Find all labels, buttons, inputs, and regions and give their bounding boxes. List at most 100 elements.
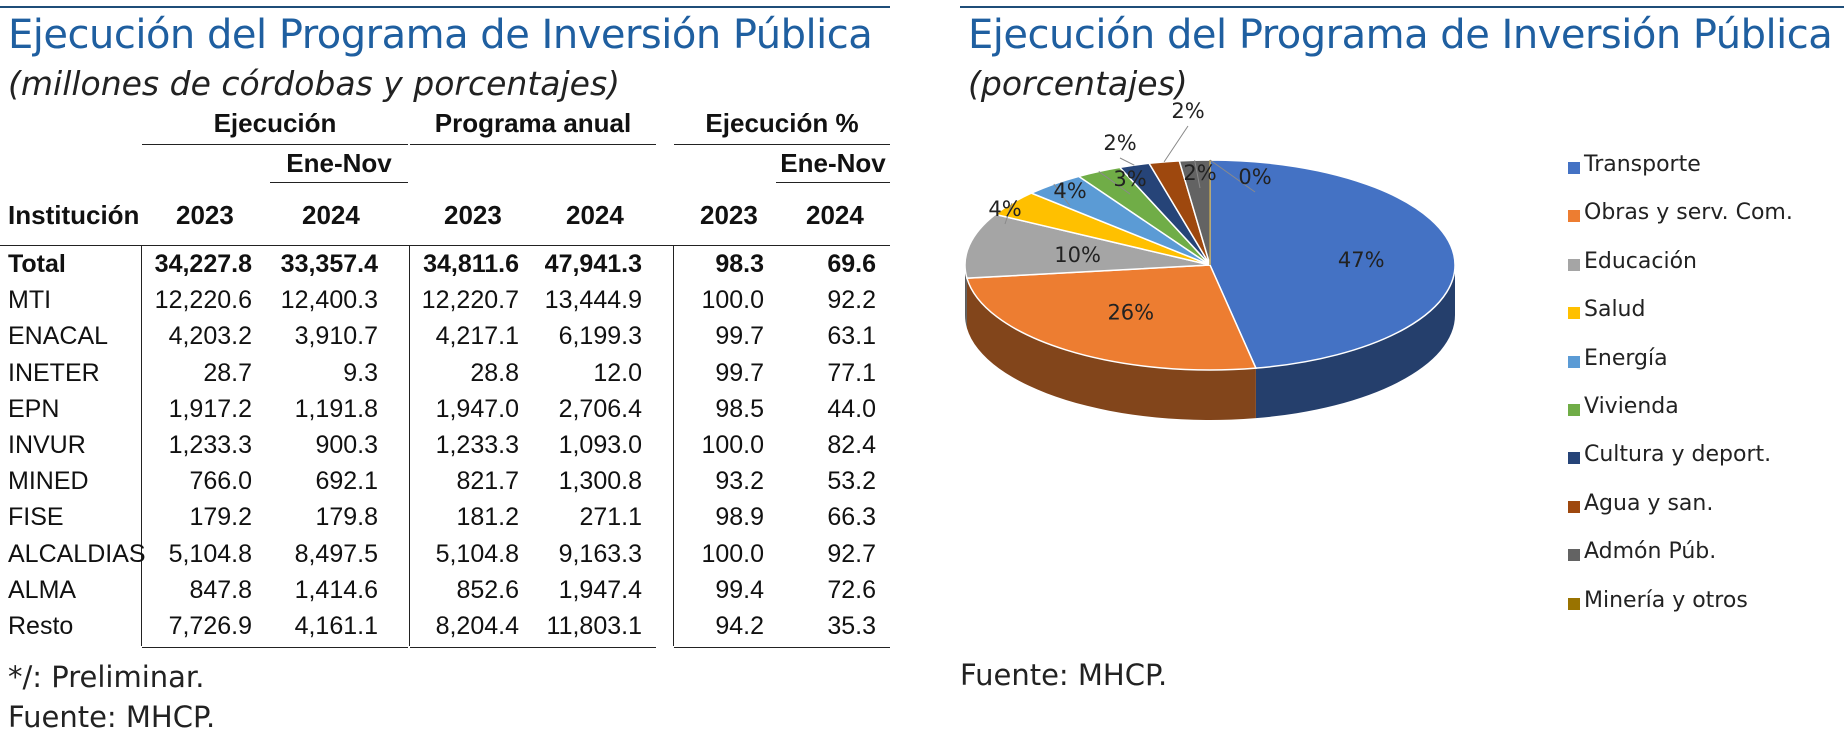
table-row: MTI 12,220.6 12,400.3 12,220.7 13,444.9 100.0… <box>0 286 890 322</box>
group-underline <box>674 144 890 145</box>
group-header-programa: Programa anual <box>434 108 632 138</box>
table-cell-x24: 69.6 <box>827 250 876 278</box>
table-cell-p23: 12,220.7 <box>421 286 519 315</box>
table-row: ALMA 847.8 1,414.6 852.6 1,947.4 99.4 72.6 <box>0 576 890 612</box>
pie-chart-panel: Ejecución del Programa de Inversión Públ… <box>960 0 1844 739</box>
investment-table-panel: Ejecución del Programa de Inversión Públ… <box>0 0 890 739</box>
table-cell-p24: 47,941.3 <box>544 250 642 278</box>
pie-data-label: 0% <box>1238 165 1271 189</box>
group-header-ejecucion: Ejecución <box>213 108 337 138</box>
top-rule <box>0 6 890 8</box>
table-cell-e23: 4,203.2 <box>168 322 252 351</box>
institution-name: INETER <box>8 358 100 387</box>
table-cell-x24: 66.3 <box>827 503 876 532</box>
leader-line <box>1004 203 1013 225</box>
col-header-2023: 2023 <box>176 200 234 230</box>
legend-swatch <box>1568 452 1580 465</box>
legend-label: Minería y otros <box>1584 587 1748 613</box>
chart-title: Ejecución del Programa de Inversión Públ… <box>968 12 1833 58</box>
table-cell-x24: 82.4 <box>827 431 876 459</box>
table-cell-e23: 28.7 <box>203 358 252 387</box>
table-cell-e23: 179.2 <box>189 503 252 532</box>
table-cell-p24: 2,706.4 <box>558 394 642 423</box>
leader-line <box>1098 171 1131 195</box>
table-cell-e23: 7,726.9 <box>168 612 252 640</box>
group-header-ejecucion-pct: Ejecución % <box>705 108 859 138</box>
table-cell-e24: 9.3 <box>343 358 378 387</box>
col-header-2024: 2024 <box>302 200 360 230</box>
table-cell-e23: 34,227.8 <box>154 250 252 278</box>
subheader-ene-nov: Ene-Nov <box>286 148 392 178</box>
table-row: INETER 28.7 9.3 28.8 12.0 99.7 77.1 <box>0 359 890 395</box>
table-row: EPN 1,917.2 1,191.8 1,947.0 2,706.4 98.5 44.0 <box>0 395 890 431</box>
institution-name: EPN <box>8 394 60 423</box>
legend-swatch <box>1568 162 1580 174</box>
col-header-2023: 2023 <box>444 200 502 230</box>
table-subtitle: (millones de córdobas y porcentajes) <box>8 64 621 103</box>
legend-swatch <box>1568 404 1580 416</box>
table-cell-x24: 44.0 <box>827 394 876 423</box>
table-cell-p24: 1,093.0 <box>558 431 642 459</box>
institution-name: FISE <box>8 503 64 532</box>
table-row: MINED 766.0 692.1 821.7 1,300.8 93.2 53.2 <box>0 467 890 503</box>
table-cell-e24: 1,414.6 <box>294 575 378 604</box>
leader-line <box>1119 157 1135 166</box>
institution-name: INVUR <box>8 431 86 459</box>
pie-data-label: 26% <box>1107 301 1154 325</box>
pie-slice-side <box>1255 265 1455 419</box>
bottom-rule <box>410 647 656 648</box>
table-cell-p23: 5,104.8 <box>435 539 519 568</box>
group-underline <box>410 144 656 145</box>
pie-data-label: 2% <box>1103 131 1136 155</box>
table-row: ENACAL 4,203.2 3,910.7 4,217.1 6,199.3 99.7 63… <box>0 322 890 358</box>
pie-data-label: 2% <box>1183 161 1216 185</box>
table-cell-p24: 13,444.9 <box>544 286 642 315</box>
legend-label: Energía <box>1584 345 1668 371</box>
pie-data-label: 3% <box>1113 167 1146 191</box>
table-cell-p24: 6,199.3 <box>558 322 642 351</box>
header-rule <box>0 245 890 246</box>
table-cell-e23: 5,104.8 <box>168 539 252 568</box>
table-cell-e24: 12,400.3 <box>280 286 378 315</box>
table-row-total: Total 34,227.8 33,357.4 34,811.6 47,941.3 98.… <box>0 250 890 286</box>
institution-name: ALCALDIAS <box>8 539 146 568</box>
table-cell-e24: 179.8 <box>315 503 378 532</box>
leader-line <box>1163 125 1189 163</box>
subheader-underline <box>776 182 890 183</box>
table-row: INVUR 1,233.3 900.3 1,233.3 1,093.0 100.0 82.4 <box>0 431 890 467</box>
legend-swatch <box>1568 355 1580 368</box>
table-cell-e24: 1,191.8 <box>294 394 378 423</box>
pie-data-label: 4% <box>988 197 1021 221</box>
subheader-ene-nov: Ene-Nov <box>780 148 886 178</box>
table-cell-p23: 34,811.6 <box>423 250 519 278</box>
legend-swatch <box>1568 258 1580 271</box>
table-cell-x23: 94.2 <box>715 612 764 640</box>
table-cell-p23: 28.8 <box>470 358 519 387</box>
column-rule <box>141 246 142 646</box>
institution-name: MTI <box>8 286 52 315</box>
table-cell-p23: 181.2 <box>456 503 519 532</box>
top-rule <box>960 6 1844 8</box>
table-cell-x24: 63.1 <box>827 322 876 351</box>
table-cell-x24: 72.6 <box>827 575 876 604</box>
table-cell-e23: 766.0 <box>189 467 252 496</box>
table-cell-e24: 3,910.7 <box>294 322 378 351</box>
table-cell-p23: 821.7 <box>456 467 519 496</box>
table-cell-x24: 35.3 <box>827 612 876 640</box>
table-cell-p23: 4,217.1 <box>435 322 519 351</box>
bottom-rule <box>142 647 408 648</box>
table-cell-x23: 93.2 <box>715 467 764 496</box>
table-cell-e24: 692.1 <box>315 467 378 496</box>
institution-name: MINED <box>8 467 89 496</box>
pie-slice <box>1209 159 1456 369</box>
table-cell-x23: 99.7 <box>715 358 764 387</box>
table-cell-p24: 271.1 <box>579 503 642 532</box>
legend-label: Educación <box>1584 248 1697 274</box>
table-cell-e23: 1,233.3 <box>168 431 252 459</box>
table-cell-e24: 33,357.4 <box>280 250 378 278</box>
table-cell-x23: 99.4 <box>715 575 764 604</box>
table-cell-p23: 1,947.0 <box>435 394 519 423</box>
table-cell-e23: 1,917.2 <box>168 394 252 423</box>
table-cell-p24: 11,803.1 <box>546 612 642 640</box>
table-cell-p24: 12.0 <box>593 358 642 387</box>
